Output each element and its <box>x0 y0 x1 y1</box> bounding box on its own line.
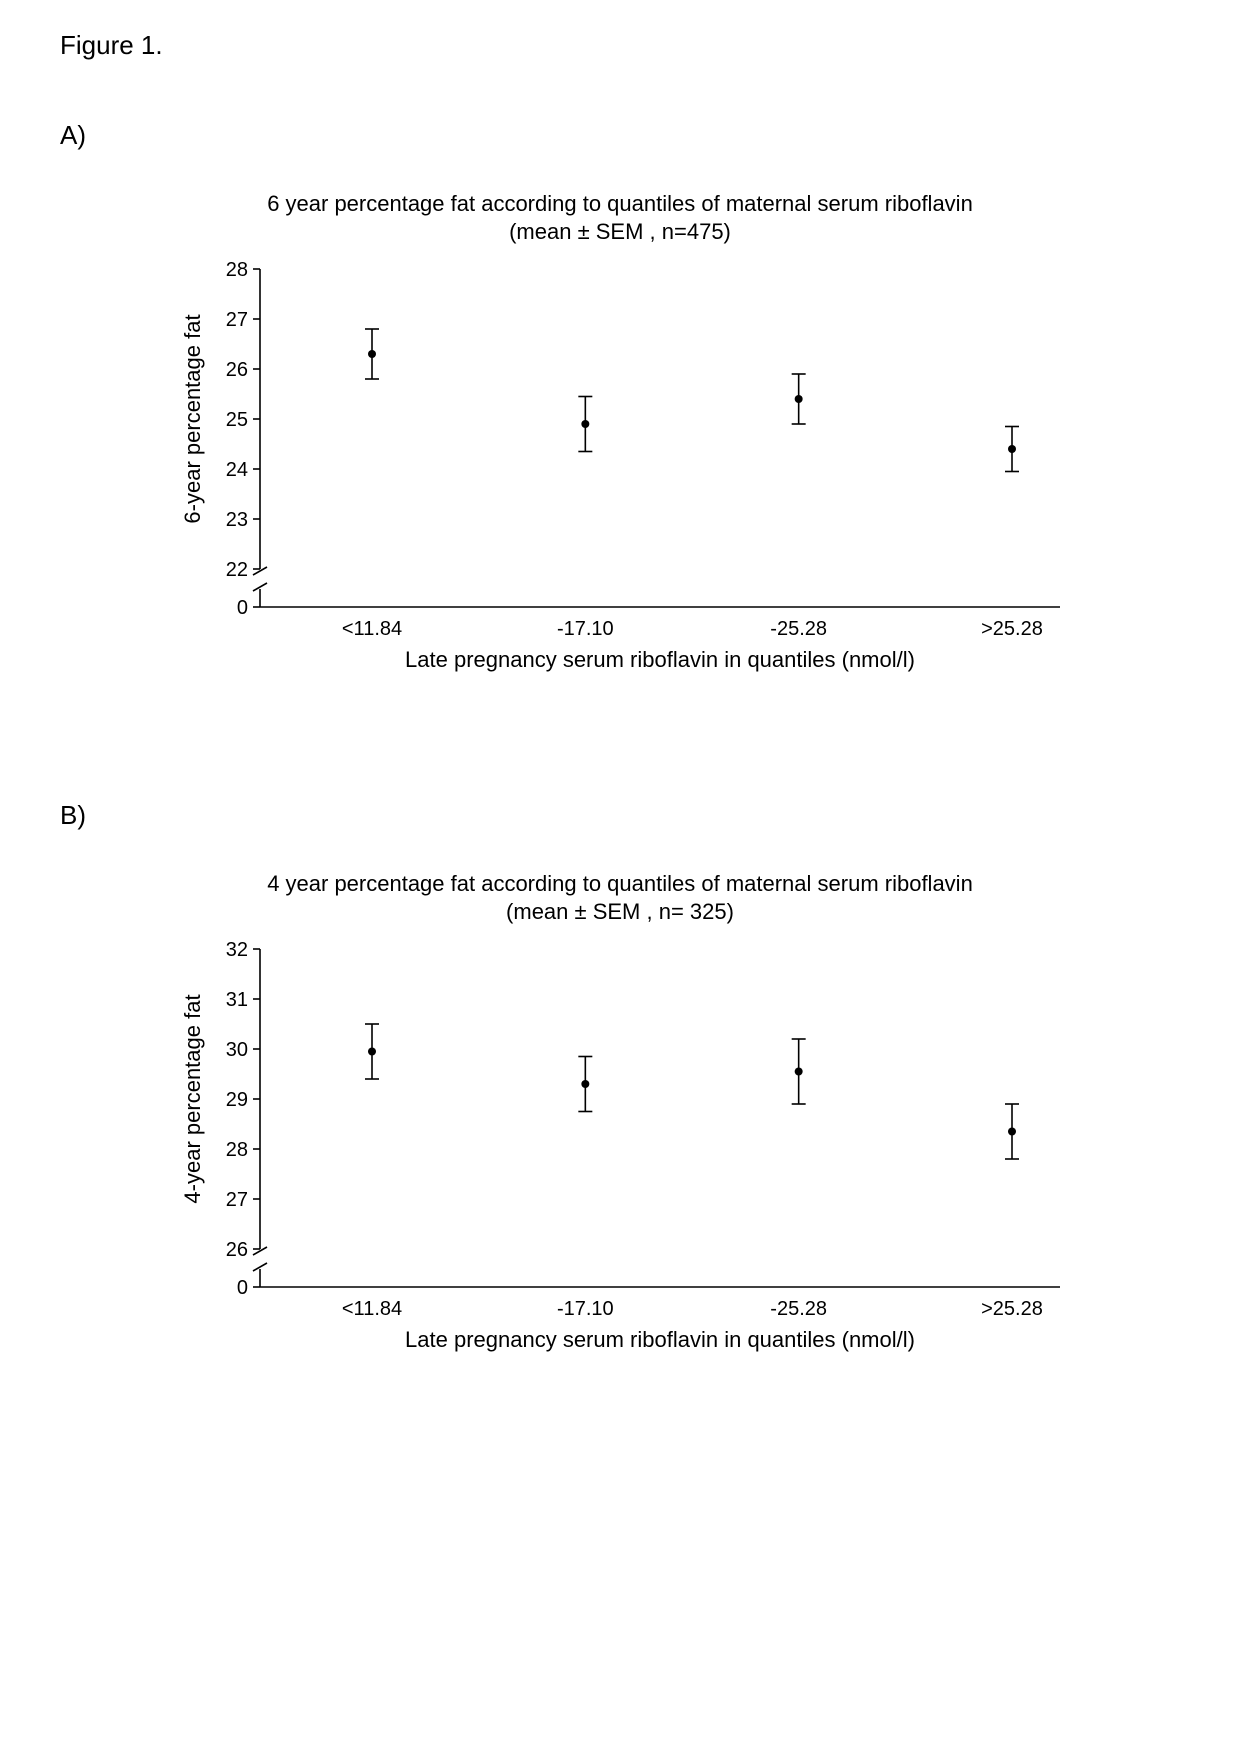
svg-text:<11.84: <11.84 <box>342 1298 402 1320</box>
svg-text:26: 26 <box>226 359 248 381</box>
panel-b-label: B) <box>60 800 86 831</box>
svg-text:22: 22 <box>226 559 248 581</box>
svg-text:29: 29 <box>226 1089 248 1111</box>
svg-text:4-year percentage fat: 4-year percentage fat <box>180 994 205 1203</box>
svg-text:-25.28: -25.28 <box>770 1298 827 1320</box>
chart-b-title: 4 year percentage fat according to quant… <box>140 870 1100 925</box>
svg-text:>25.28: >25.28 <box>981 618 1043 640</box>
svg-text:24: 24 <box>226 459 248 481</box>
svg-text:-17.10: -17.10 <box>557 618 614 640</box>
chart-b-svg: 26 27 28 29 30 31 32 0 4-year percentage fat <11.… <box>140 929 1100 1399</box>
panel-a-label: A) <box>60 120 86 151</box>
svg-text:>25.28: >25.28 <box>981 1298 1043 1320</box>
svg-text:25: 25 <box>226 409 248 431</box>
svg-text:Late pregnancy serum riboflavi: Late pregnancy serum riboflavin in quant… <box>405 647 915 672</box>
svg-text:27: 27 <box>226 309 248 331</box>
page: Figure 1. A) 6 year percentage fat accor… <box>0 0 1240 1758</box>
svg-text:28: 28 <box>226 1139 248 1161</box>
svg-text:0: 0 <box>237 1277 248 1299</box>
svg-text:0: 0 <box>237 597 248 619</box>
svg-text:6-year percentage fat: 6-year percentage fat <box>180 314 205 523</box>
figure-label: Figure 1. <box>60 30 163 61</box>
chart-a-title: 6 year percentage fat according to quant… <box>140 190 1100 245</box>
svg-text:28: 28 <box>226 259 248 281</box>
svg-text:-25.28: -25.28 <box>770 618 827 640</box>
svg-text:26: 26 <box>226 1239 248 1261</box>
svg-text:32: 32 <box>226 939 248 961</box>
chart-a-wrap: 6 year percentage fat according to quant… <box>140 190 1100 719</box>
chart-b-wrap: 4 year percentage fat according to quant… <box>140 870 1100 1399</box>
chart-b-title-line2: (mean ± SEM , n= 325) <box>506 899 734 924</box>
svg-text:Late pregnancy serum riboflavi: Late pregnancy serum riboflavin in quant… <box>405 1327 915 1352</box>
chart-a-svg: 22 23 24 25 26 27 28 0 6-year percentage fat <11.… <box>140 249 1100 719</box>
svg-text:-17.10: -17.10 <box>557 1298 614 1320</box>
svg-text:23: 23 <box>226 509 248 531</box>
chart-a-title-line1: 6 year percentage fat according to quant… <box>267 191 973 216</box>
chart-b-title-line1: 4 year percentage fat according to quant… <box>267 871 973 896</box>
svg-text:27: 27 <box>226 1189 248 1211</box>
svg-text:31: 31 <box>226 989 248 1011</box>
svg-text:30: 30 <box>226 1039 248 1061</box>
svg-text:<11.84: <11.84 <box>342 618 402 640</box>
chart-a-title-line2: (mean ± SEM , n=475) <box>509 219 731 244</box>
